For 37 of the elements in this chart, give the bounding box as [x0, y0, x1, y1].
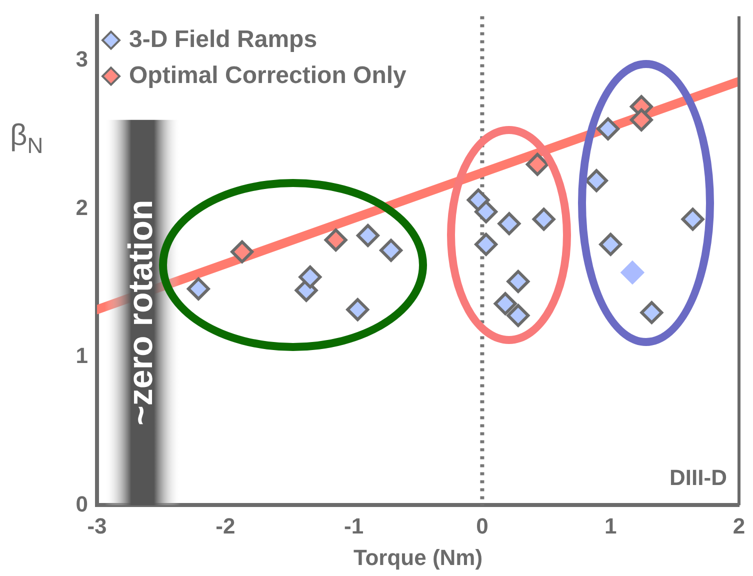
point: [599, 232, 622, 256]
annotation: DIII-D: [670, 465, 727, 490]
point: [356, 224, 380, 248]
y-tick-label: 1: [76, 343, 88, 368]
band-label: ~zero rotation: [122, 200, 160, 426]
point: [380, 238, 403, 262]
point: [474, 232, 498, 256]
point: [526, 152, 549, 176]
point: [230, 240, 254, 264]
point: [498, 212, 521, 236]
y-tick-label: 3: [76, 46, 88, 72]
point: [298, 266, 322, 288]
point: [494, 292, 517, 316]
legend-label: Optimal Correction Only: [129, 62, 408, 89]
x-tick-label: -1: [344, 513, 364, 538]
point: [506, 270, 530, 293]
x-axis-title: Torque (Nm): [353, 544, 483, 570]
x-tick-label: -2: [216, 513, 236, 538]
x-tick-label: 2: [732, 513, 746, 538]
x-tick-label: 1: [604, 513, 617, 538]
point: [584, 169, 608, 192]
y-tick-label: 0: [76, 491, 88, 516]
point: [474, 200, 498, 224]
x-tick-label: 0: [476, 513, 488, 538]
point: [630, 108, 653, 132]
point: [681, 208, 704, 231]
point: [596, 117, 620, 140]
point: [346, 298, 370, 322]
point: [640, 301, 664, 324]
x-tick-label: -3: [87, 513, 107, 538]
point: [186, 277, 210, 300]
point: [506, 304, 530, 328]
legend-label: 3-D Field Ramps: [129, 26, 318, 53]
y-tick-label: 2: [76, 194, 88, 220]
point: [532, 208, 556, 231]
point: [620, 261, 644, 284]
point: [324, 228, 348, 252]
